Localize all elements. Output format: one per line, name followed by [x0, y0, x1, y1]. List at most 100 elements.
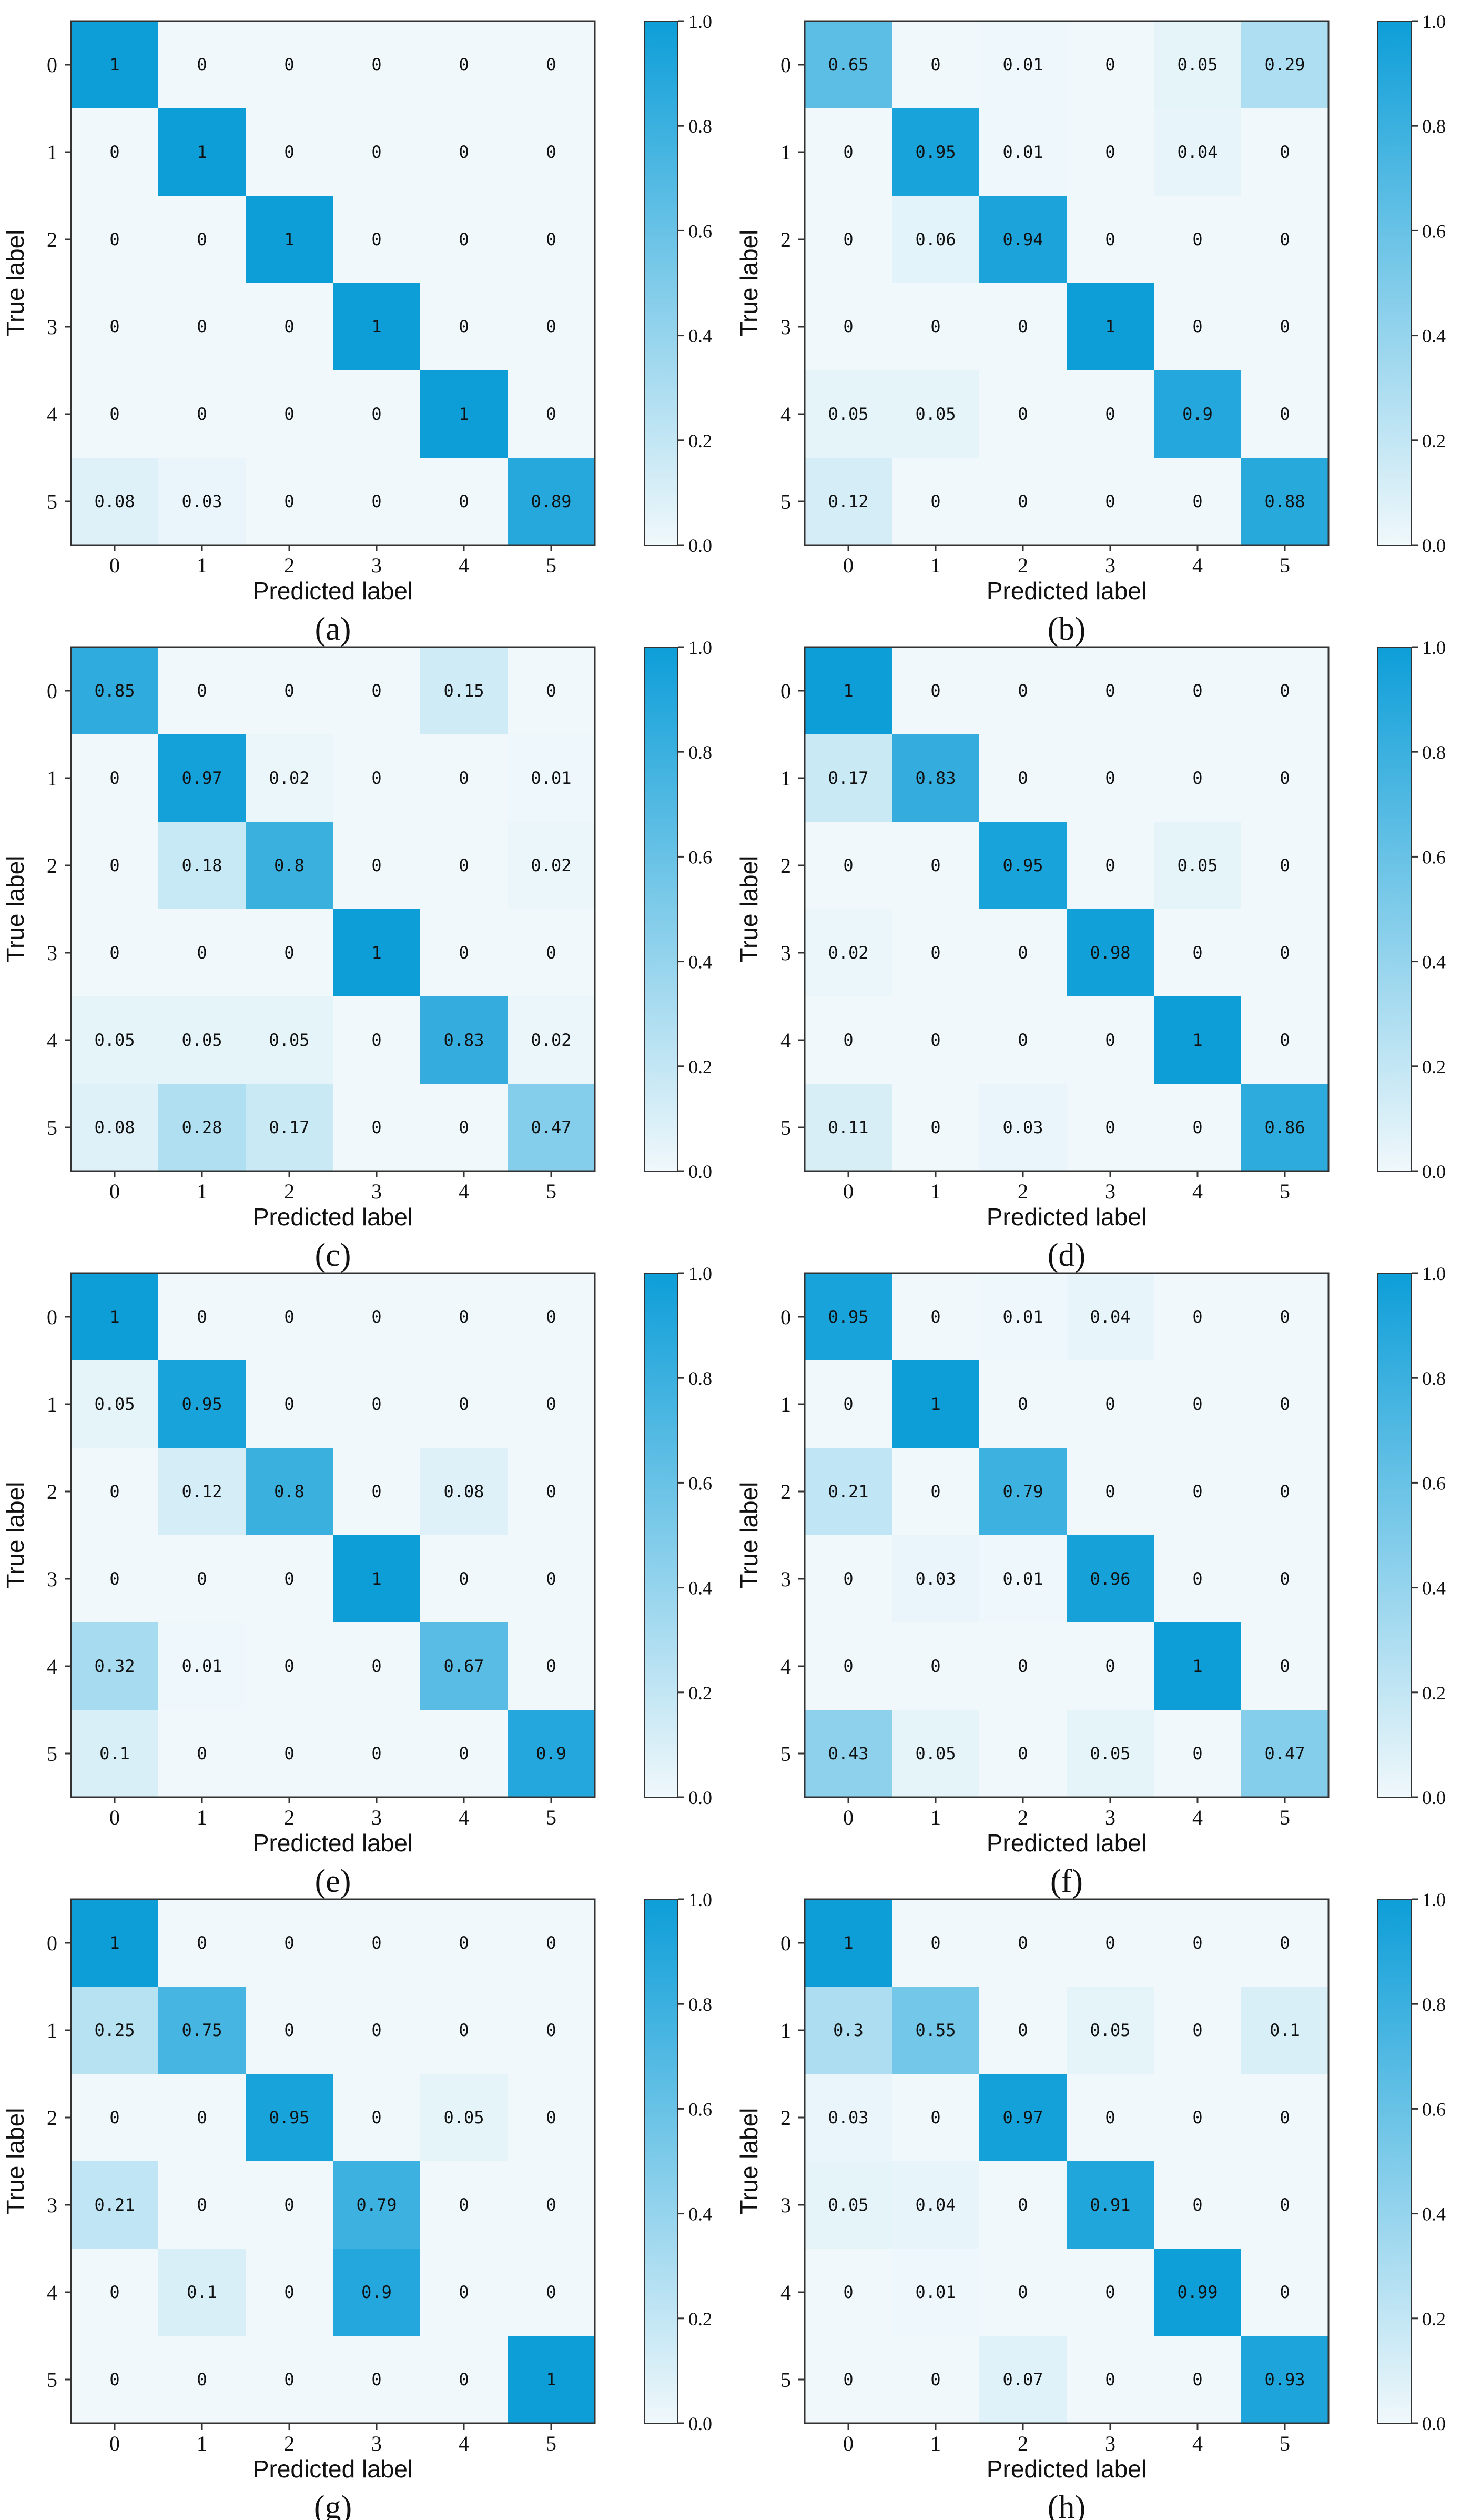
cell-value-label: 0	[1192, 491, 1202, 511]
matrix-cell	[892, 2161, 979, 2249]
cell-value-label: 0.28	[181, 1117, 222, 1137]
cell-value-label: 0	[284, 1307, 294, 1327]
cell-value-label: 0	[284, 491, 294, 511]
cell-value-label: 1	[109, 55, 119, 75]
y-tick-label: 5	[47, 1116, 57, 1140]
x-axis-title: Predicted label	[253, 1203, 413, 1231]
colorbar-tick-label: 0.0	[1422, 2413, 1446, 2434]
cell-value-label: 0	[109, 1569, 119, 1589]
y-axis-title: True label	[735, 2108, 763, 2215]
matrix-cell	[805, 196, 892, 283]
y-axis-title: True label	[2, 230, 29, 337]
x-tick-label: 2	[284, 553, 295, 577]
matrix-cell	[333, 1448, 420, 1535]
matrix-cell	[508, 1084, 595, 1171]
cell-value-label: 0	[197, 943, 207, 963]
cell-value-label: 0.03	[828, 2108, 868, 2128]
matrix-cell	[420, 647, 508, 734]
matrix-cell	[508, 734, 595, 822]
confusion-matrix-b: 0.65 0 0.01 0 0.05 0.290 0.95 0.01 0 0.04 00 0.06 0.…	[735, 11, 1446, 647]
x-tick-label: 5	[1280, 2432, 1290, 2455]
matrix-cell	[1241, 996, 1328, 1084]
cell-value-label: 0	[546, 2108, 556, 2128]
cell-value-label: 0.03	[181, 491, 222, 511]
cell-value-label: 0	[1280, 2282, 1290, 2302]
matrix-cell	[420, 370, 508, 458]
matrix-cell	[892, 2336, 979, 2423]
matrix-cell	[333, 2161, 420, 2249]
x-tick-label: 2	[1018, 1806, 1028, 1829]
y-axis-title: True label	[735, 1482, 763, 1589]
matrix-cell	[979, 734, 1067, 822]
matrix-cell	[333, 1987, 420, 2074]
cell-value-label: 0	[1280, 142, 1290, 162]
cell-value-label: 0	[459, 2020, 469, 2040]
matrix-cell	[158, 1360, 246, 1448]
cell-value-label: 1	[843, 1933, 853, 1953]
cell-value-label: 0	[197, 2370, 207, 2390]
cell-value-label: 0	[197, 404, 207, 424]
matrix-cell	[1154, 647, 1241, 734]
colorbar	[1377, 1273, 1412, 1798]
matrix-cell	[71, 1084, 158, 1171]
matrix-cell	[1241, 1535, 1328, 1622]
matrix-cell	[420, 1987, 508, 2074]
cell-value-label: 1	[284, 229, 294, 249]
matrix-cell	[71, 822, 158, 909]
colorbar	[1377, 1899, 1412, 2424]
matrix-cell	[246, 1622, 333, 1710]
y-axis-title: True label	[2, 1482, 29, 1589]
matrix-cell	[1067, 2074, 1154, 2161]
cell-value-label: 0	[459, 768, 469, 788]
cell-value-label: 0	[930, 943, 940, 963]
cell-value-label: 0.95	[269, 2108, 309, 2128]
matrix-cell	[508, 1710, 595, 1797]
colorbar-tick-label: 0.2	[688, 1682, 712, 1703]
cell-value-label: 0	[930, 2108, 940, 2128]
cell-value-label: 0.02	[269, 768, 309, 788]
matrix-cell	[158, 1448, 246, 1535]
confusion-matrix-g: 1 0 0 0 0 00.25 0.75 0 0 0 00 0 0.95 0 0.05 00.21 0 0 0.79…	[2, 1889, 712, 2520]
cell-value-label: 0	[843, 1030, 853, 1050]
cell-value-label: 1	[197, 142, 207, 162]
colorbar-tick-label: 0.0	[688, 1787, 712, 1808]
cell-value-label: 0	[1280, 1933, 1290, 1953]
matrix-cell	[333, 2074, 420, 2161]
matrix-cell	[508, 2336, 595, 2423]
y-tick-label: 2	[780, 2106, 791, 2130]
cell-value-label: 0	[930, 491, 940, 511]
confusion-matrix-h: 1 0 0 0 0 00.3 0.55 0 0.05 0 0.10.03 0 0.97 0 0 00.05 0.…	[735, 1889, 1446, 2520]
cell-value-label: 0.25	[94, 2020, 135, 2040]
matrix-cell	[979, 2249, 1067, 2336]
x-axis-title: Predicted label	[987, 2455, 1147, 2483]
y-tick-label: 5	[780, 2368, 791, 2392]
matrix-cell	[420, 1360, 508, 1448]
cell-value-label: 0	[1018, 681, 1028, 701]
colorbar-tick-label: 0.4	[688, 326, 712, 347]
matrix-cell	[333, 909, 420, 996]
cell-value-label: 0	[1105, 229, 1115, 249]
matrix-cell	[1241, 196, 1328, 283]
cell-value-label: 0	[1105, 768, 1115, 788]
x-tick-label: 4	[1192, 2432, 1203, 2455]
cell-value-label: 0	[930, 1656, 940, 1676]
y-tick-label: 1	[47, 2019, 57, 2042]
matrix-cell	[246, 1987, 333, 2074]
matrix-cell	[1067, 1360, 1154, 1448]
y-tick-label: 3	[780, 1567, 791, 1591]
matrix-cell	[805, 734, 892, 822]
colorbar-tick-label: 0.4	[1422, 2204, 1446, 2225]
x-tick-label: 1	[197, 1806, 207, 1829]
y-tick-label: 0	[47, 1305, 57, 1329]
cell-value-label: 0	[546, 2282, 556, 2302]
cell-value-label: 0	[1192, 317, 1202, 337]
matrix-cell	[892, 1710, 979, 1797]
matrix-cell	[1241, 1622, 1328, 1710]
cell-value-label: 0	[1280, 768, 1290, 788]
cell-value-label: 0	[284, 55, 294, 75]
matrix-cell	[1067, 1084, 1154, 1171]
cell-value-label: 0.05	[94, 1030, 135, 1050]
matrix-cell	[1241, 108, 1328, 196]
cell-value-label: 0	[1192, 681, 1202, 701]
y-tick-label: 2	[780, 1480, 791, 1504]
